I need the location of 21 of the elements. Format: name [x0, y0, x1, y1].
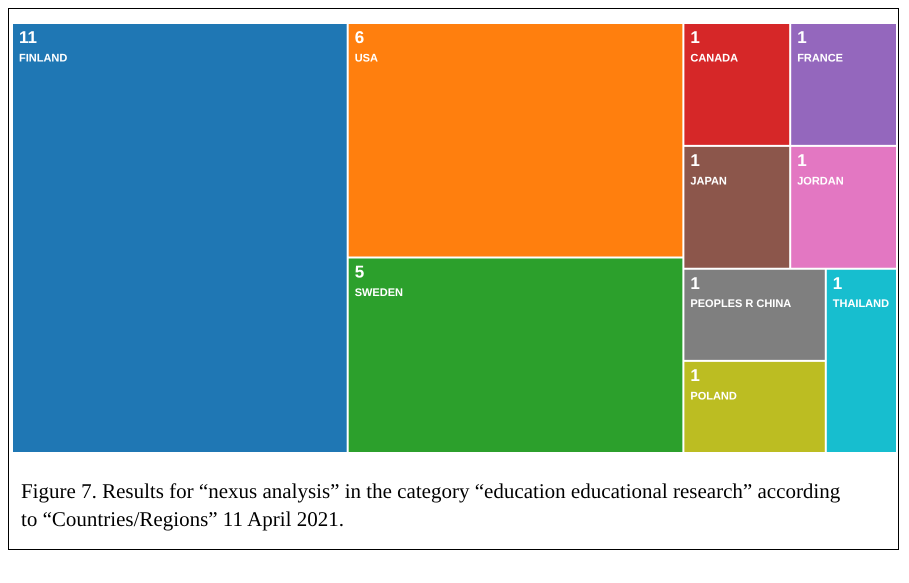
data-label: 1 [797, 151, 807, 170]
category-label: CANADA [690, 52, 738, 65]
data-label: 11 [19, 28, 37, 48]
data-label: 1 [690, 274, 700, 293]
data-label: 1 [832, 274, 842, 293]
category-label: USA [354, 52, 378, 65]
data-label: 1 [797, 28, 807, 48]
data-label: 1 [690, 151, 700, 170]
caption: Figure 7. Results for “nexus analysis” in the category “education educational research” according to “Countries/Regions” 11 April 2021. [20, 478, 842, 533]
data-label: 6 [354, 28, 364, 48]
category-label: FINLAND [19, 52, 68, 65]
data-label: 1 [690, 366, 700, 386]
category-label: SWEDEN [354, 287, 404, 300]
category-label: POLAND [690, 390, 737, 402]
data-label: 5 [354, 262, 364, 282]
category-label: FRANCE [797, 52, 844, 65]
category-label: JORDAN [797, 175, 844, 188]
category-label: PEOPLES R CHINA [690, 298, 792, 310]
category-label: THAILAND [832, 298, 890, 310]
data-label: 1 [690, 28, 700, 48]
category-label: JAPAN [690, 175, 727, 188]
